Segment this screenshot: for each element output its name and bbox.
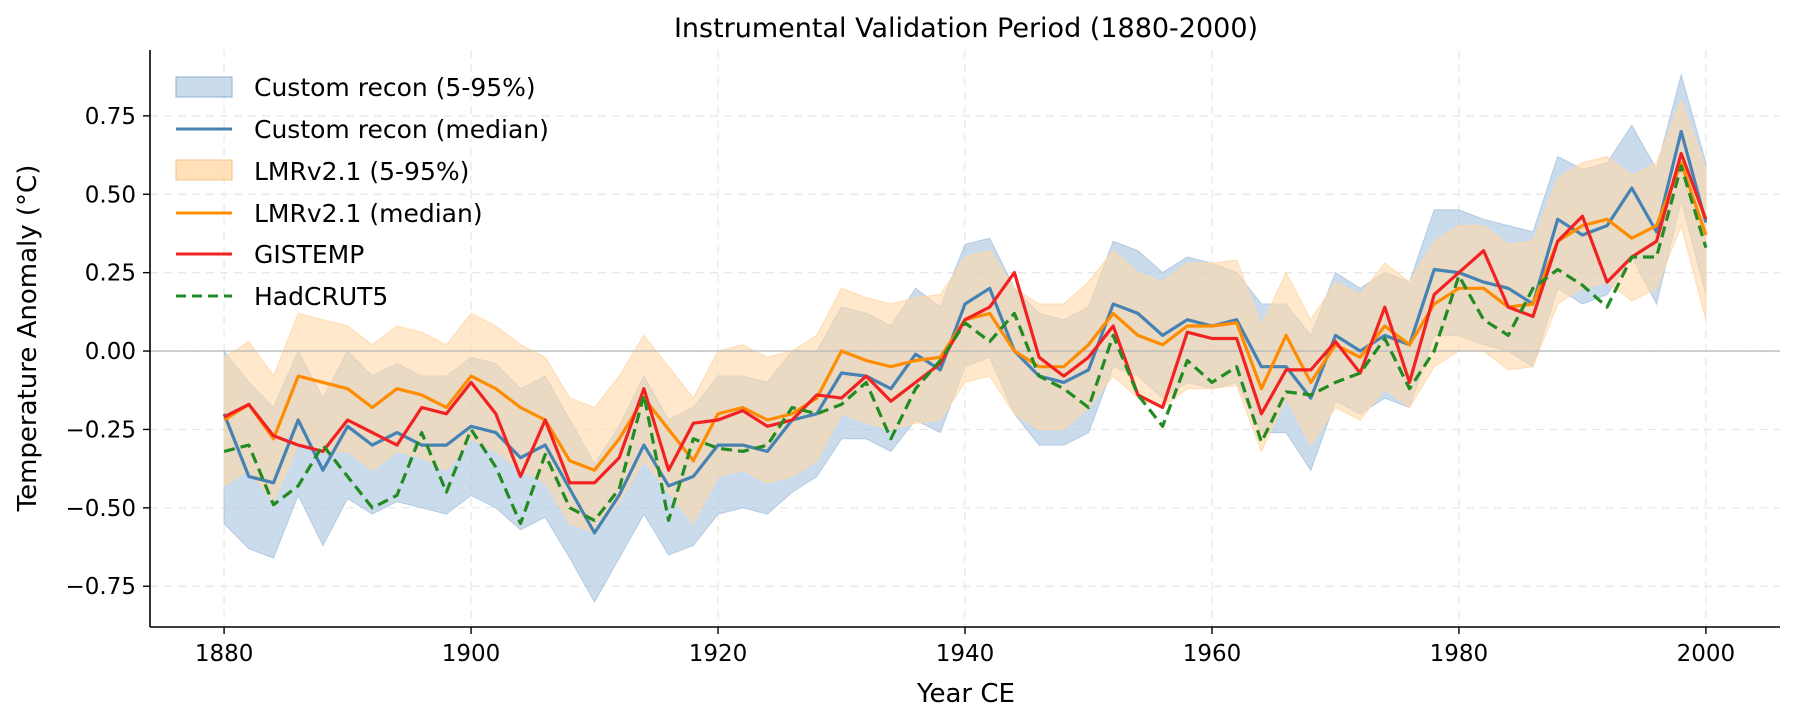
x-tick-label: 1880 bbox=[195, 641, 254, 667]
legend-label-hadcrut5: HadCRUT5 bbox=[254, 282, 388, 311]
legend-label-custom-band: Custom recon (5-95%) bbox=[254, 73, 536, 102]
x-tick-label: 1980 bbox=[1430, 641, 1489, 667]
band-lmrv21 bbox=[223, 98, 1707, 534]
legend-label-lmr-median: LMRv2.1 (median) bbox=[254, 199, 483, 228]
x-axis-ticks: 1880 1900 1920 1940 1960 1980 2000 bbox=[195, 627, 1735, 667]
x-tick-label: 2000 bbox=[1677, 641, 1736, 667]
x-axis-label: Year CE bbox=[916, 679, 1015, 709]
y-tick-label: −0.25 bbox=[66, 417, 136, 443]
legend-swatch-lmr-band bbox=[175, 159, 233, 181]
series-line-gistemp bbox=[223, 151, 1708, 485]
legend-label-custom-median: Custom recon (median) bbox=[254, 115, 549, 144]
series-lines bbox=[222, 129, 1708, 535]
y-axis-label: Temperature Anomaly (°C) bbox=[13, 165, 43, 513]
series-line-hadcrut5 bbox=[223, 164, 1708, 526]
y-tick-label: 0.75 bbox=[85, 104, 136, 130]
legend: Custom recon (5-95%) Custom recon (media… bbox=[175, 73, 549, 311]
x-tick-label: 1920 bbox=[689, 641, 748, 667]
legend-label-gistemp: GISTEMP bbox=[254, 240, 364, 269]
x-tick-label: 1900 bbox=[442, 641, 501, 667]
y-tick-label: 0.50 bbox=[85, 182, 136, 208]
y-tick-label: 0.25 bbox=[85, 261, 136, 287]
legend-swatch-custom-band bbox=[175, 76, 233, 98]
legend-label-lmr-band: LMRv2.1 (5-95%) bbox=[254, 157, 469, 186]
chart-title: Instrumental Validation Period (1880-200… bbox=[674, 13, 1258, 44]
x-tick-label: 1940 bbox=[936, 641, 995, 667]
y-tick-label: 0.00 bbox=[85, 339, 136, 365]
y-axis-ticks: −0.75 −0.50 −0.25 0.00 0.25 0.50 0.75 bbox=[66, 104, 150, 600]
y-tick-label: −0.50 bbox=[66, 496, 136, 522]
y-tick-label: −0.75 bbox=[66, 574, 136, 600]
x-tick-label: 1960 bbox=[1183, 641, 1242, 667]
